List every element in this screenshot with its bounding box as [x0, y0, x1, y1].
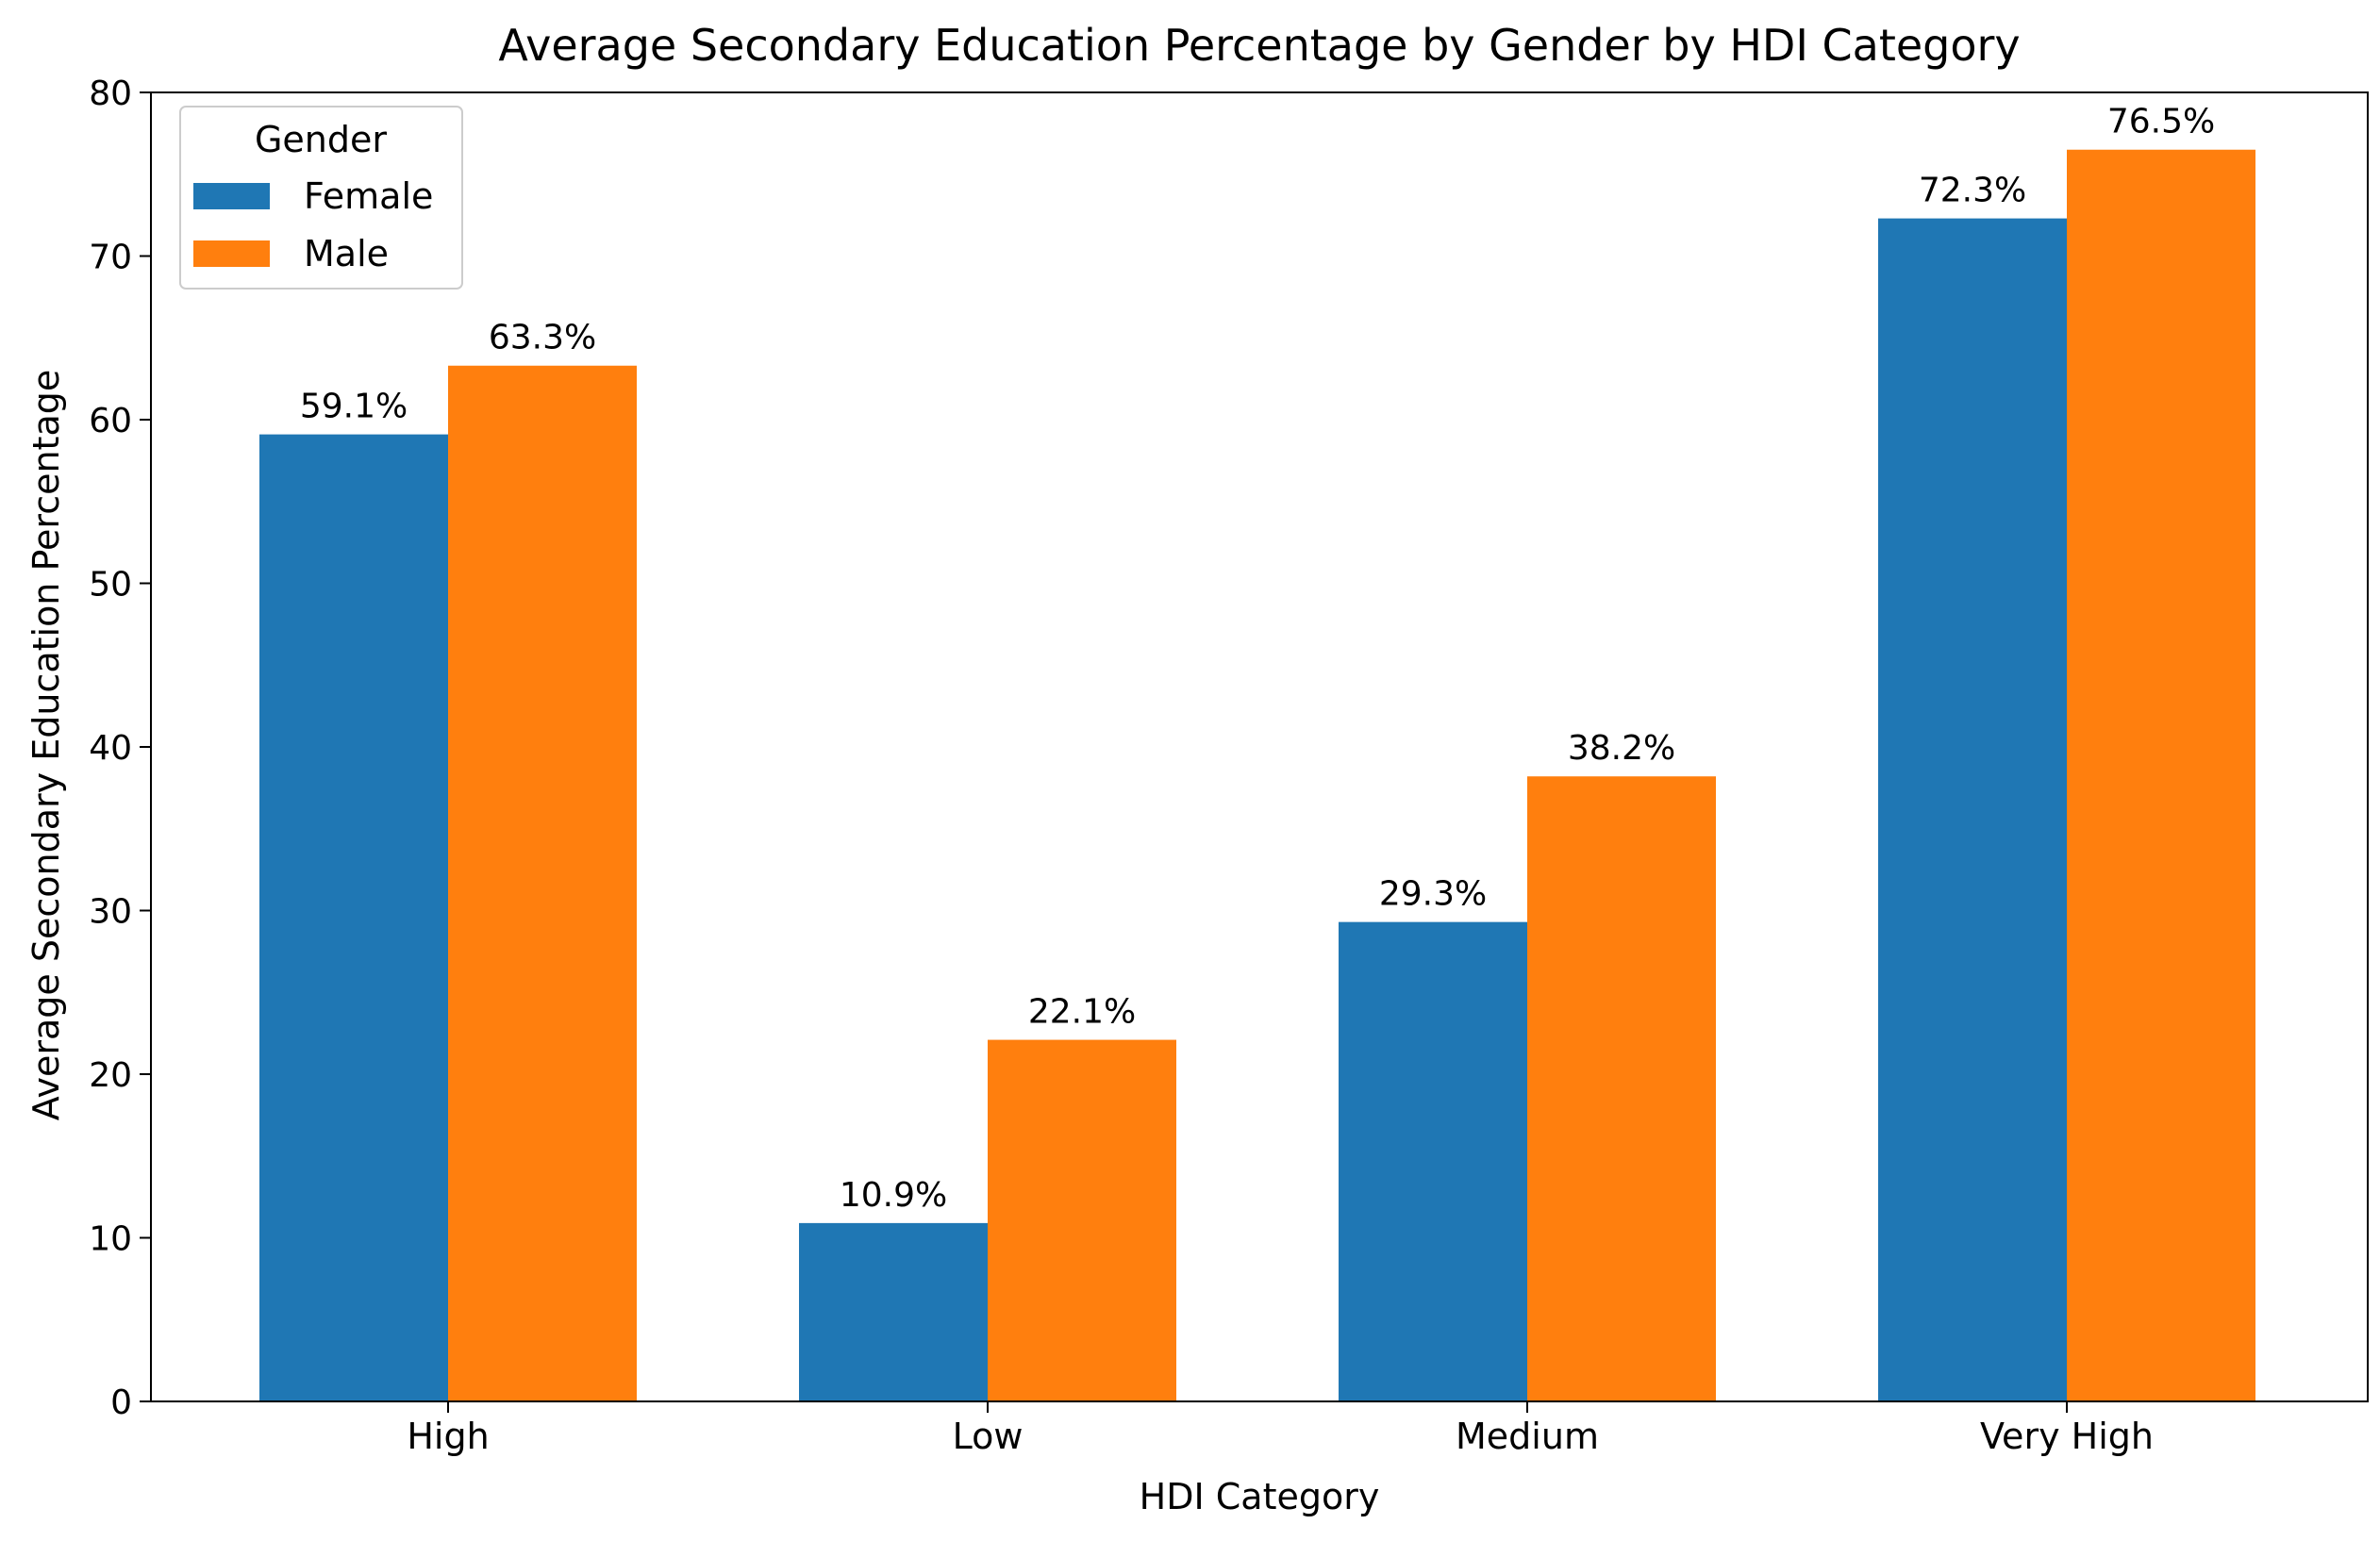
- y-tick-label: 30: [89, 893, 132, 932]
- y-tick-label: 80: [89, 75, 132, 113]
- bar-female-medium: [1339, 921, 1527, 1401]
- bar-value-label: 59.1%: [300, 388, 408, 426]
- y-axis-ticks: 0 10 20 30 40 50 60 70 80: [89, 75, 151, 1422]
- x-axis-label: HDI Category: [1140, 1476, 1380, 1517]
- bar-value-label: 76.5%: [2107, 103, 2215, 141]
- x-tick-label: High: [407, 1416, 489, 1457]
- y-tick-label: 50: [89, 566, 132, 605]
- x-tick-label: Medium: [1456, 1416, 1599, 1457]
- bar-value-label: 10.9%: [840, 1176, 947, 1215]
- legend-swatch-female: [193, 183, 270, 209]
- bar-male-low: [988, 1039, 1176, 1401]
- y-tick-label: 0: [110, 1384, 132, 1422]
- bar-value-label: 29.3%: [1379, 875, 1487, 914]
- x-tick-label: Low: [953, 1416, 1024, 1457]
- legend-swatch-male: [193, 240, 270, 267]
- x-axis-ticks: High Low Medium Very High: [407, 1401, 2154, 1457]
- plot-frame: [150, 91, 2369, 1402]
- bar-value-label: 63.3%: [489, 319, 596, 357]
- x-tick-label: Very High: [1980, 1416, 2154, 1457]
- value-labels-group: 59.1% 63.3% 10.9% 22.1% 29.3% 38.2% 72.3% 76.5%: [300, 103, 2215, 1215]
- y-tick-label: 70: [89, 239, 132, 277]
- bars-group: [259, 149, 2255, 1402]
- bar-male-medium: [1527, 776, 1716, 1401]
- legend-title: Gender: [255, 119, 387, 160]
- legend: Gender Female Male: [179, 106, 463, 290]
- bar-value-label: 22.1%: [1028, 993, 1136, 1032]
- bar-male-high: [448, 365, 637, 1401]
- bar-female-very-high: [1878, 218, 2067, 1402]
- bar-female-high: [259, 434, 448, 1401]
- bar-value-label: 72.3%: [1919, 172, 2026, 210]
- bar-male-very-high: [2067, 149, 2255, 1402]
- y-tick-label: 40: [89, 729, 132, 768]
- legend-label-female: Female: [304, 175, 433, 217]
- y-tick-label: 20: [89, 1056, 132, 1095]
- y-tick-label: 10: [89, 1220, 132, 1259]
- bar-female-low: [799, 1222, 988, 1401]
- y-axis-label: Average Secondary Education Percentage: [25, 370, 67, 1120]
- y-tick-label: 60: [89, 402, 132, 440]
- legend-entries: Female Male: [193, 175, 433, 274]
- chart-title: Average Secondary Education Percentage b…: [498, 20, 2020, 71]
- bar-value-label: 38.2%: [1568, 729, 1675, 768]
- legend-label-male: Male: [304, 233, 389, 274]
